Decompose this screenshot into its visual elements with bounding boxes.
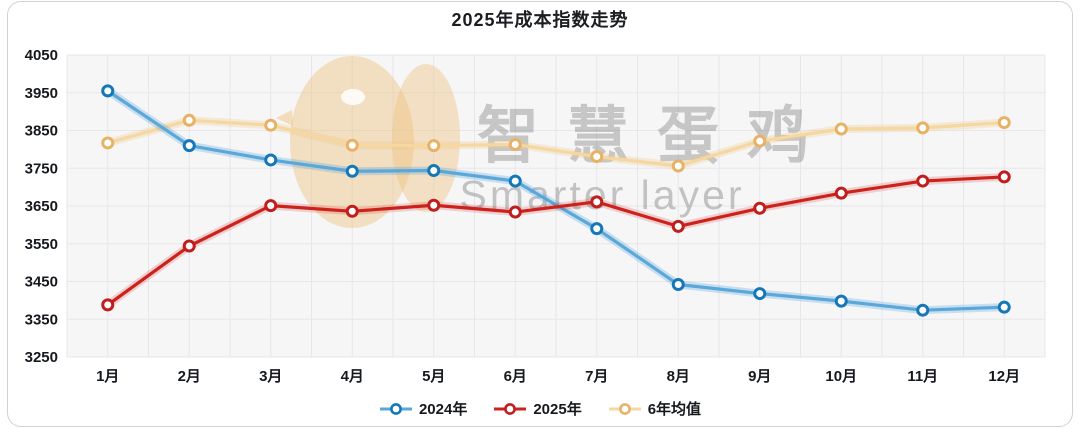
data-point-2024年-11月[interactable]: [916, 303, 930, 317]
data-point-2025年-7月[interactable]: [590, 195, 604, 209]
chart-legend: 2024年 2025年 6年均值: [0, 398, 1080, 419]
data-point-2024年-7月[interactable]: [590, 222, 604, 236]
data-point-2025年-11月[interactable]: [916, 174, 930, 188]
y-axis-tick-label: 3350: [25, 311, 58, 328]
series-line-2024年: [106, 89, 1006, 312]
x-axis-tick-label: 2月: [178, 368, 201, 385]
data-point-2024年-2月[interactable]: [182, 139, 196, 153]
y-axis-tick-label: 3850: [25, 123, 58, 140]
data-point-6年均值-4月[interactable]: [345, 138, 359, 152]
legend-marker-2024-icon: [379, 402, 412, 415]
data-point-6年均值-3月[interactable]: [264, 118, 278, 132]
data-point-2025年-5月[interactable]: [427, 198, 441, 212]
data-point-2024年-6月[interactable]: [508, 174, 522, 188]
data-point-2024年-5月[interactable]: [427, 164, 441, 178]
series-line-6年均值: [106, 118, 1006, 168]
y-axis-tick-label: 3450: [25, 274, 58, 291]
page-title: 2025年成本指数走势: [451, 10, 629, 30]
x-axis-tick-label: 8月: [667, 368, 690, 385]
y-axis-tick-label: 4050: [25, 47, 58, 64]
data-point-2025年-8月[interactable]: [671, 219, 685, 233]
legend-label-2025: 2025年: [533, 401, 582, 418]
chick-wing: [392, 64, 460, 212]
data-point-2025年-10月[interactable]: [834, 186, 848, 200]
data-point-2024年-3月[interactable]: [264, 153, 278, 167]
data-point-2025年-1月[interactable]: [101, 298, 115, 312]
data-point-2025年-9月[interactable]: [753, 201, 767, 215]
series-line-2025年: [106, 175, 1006, 307]
data-point-2024年-8月[interactable]: [671, 278, 685, 292]
y-axis-tick-label: 3550: [25, 236, 58, 253]
x-axis-tick-label: 11月: [907, 368, 938, 385]
y-axis-tick-label: 3750: [25, 160, 58, 177]
data-point-2025年-4月[interactable]: [345, 204, 359, 218]
y-axis-tick-label: 3250: [25, 349, 58, 366]
data-point-6年均值-6月[interactable]: [508, 137, 522, 151]
data-point-6年均值-1月[interactable]: [101, 136, 115, 150]
legend-marker-6yr-avg-icon: [608, 402, 641, 415]
data-point-2024年-1月[interactable]: [101, 84, 115, 98]
legend-marker-2025-icon: [494, 402, 527, 415]
data-point-2024年-4月[interactable]: [345, 164, 359, 178]
legend-label-6yr-avg: 6年均值: [647, 401, 702, 418]
data-point-6年均值-10月[interactable]: [834, 122, 848, 136]
x-axis-tick-label: 7月: [585, 368, 608, 385]
x-axis-tick-label: 1月: [96, 368, 119, 385]
x-axis-tick-label: 6月: [504, 368, 527, 385]
data-point-6年均值-7月[interactable]: [590, 150, 604, 164]
y-axis-tick-label: 3950: [25, 85, 58, 102]
chick-eye: [341, 89, 365, 105]
data-point-2025年-12月[interactable]: [997, 170, 1011, 184]
data-point-6年均值-11月[interactable]: [916, 121, 930, 135]
legend-label-2024: 2024年: [418, 401, 468, 418]
x-axis-tick-label: 4月: [341, 368, 364, 385]
chick-beak: [276, 110, 293, 126]
x-axis-tick-label: 5月: [422, 368, 445, 385]
watermark-text-cn: 智慧蛋鸡: [477, 102, 837, 171]
x-axis-tick-label: 10月: [825, 368, 857, 385]
data-point-6年均值-8月[interactable]: [671, 159, 685, 173]
data-point-2024年-12月[interactable]: [997, 300, 1011, 314]
data-point-2025年-6月[interactable]: [508, 205, 522, 219]
data-point-6年均值-2月[interactable]: [182, 113, 196, 127]
data-point-6年均值-5月[interactable]: [427, 139, 441, 153]
x-axis-tick-label: 3月: [259, 368, 282, 385]
y-axis-tick-label: 3650: [25, 198, 58, 215]
data-point-6年均值-9月[interactable]: [753, 134, 767, 148]
data-point-2024年-10月[interactable]: [834, 294, 848, 308]
data-point-6年均值-12月[interactable]: [997, 116, 1011, 130]
legend-item-6yr-avg[interactable]: 6年均值: [608, 398, 701, 419]
data-point-2025年-2月[interactable]: [182, 239, 196, 253]
legend-item-2024[interactable]: 2024年: [379, 398, 467, 419]
x-axis-tick-label: 12月: [988, 368, 1020, 385]
data-point-2024年-9月[interactable]: [753, 287, 767, 301]
data-point-2025年-3月[interactable]: [264, 199, 278, 213]
x-axis-tick-label: 9月: [748, 368, 771, 385]
legend-item-2025[interactable]: 2025年: [493, 398, 582, 419]
